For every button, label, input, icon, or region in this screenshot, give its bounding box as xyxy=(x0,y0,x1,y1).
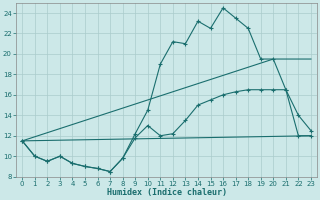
X-axis label: Humidex (Indice chaleur): Humidex (Indice chaleur) xyxy=(107,188,227,197)
